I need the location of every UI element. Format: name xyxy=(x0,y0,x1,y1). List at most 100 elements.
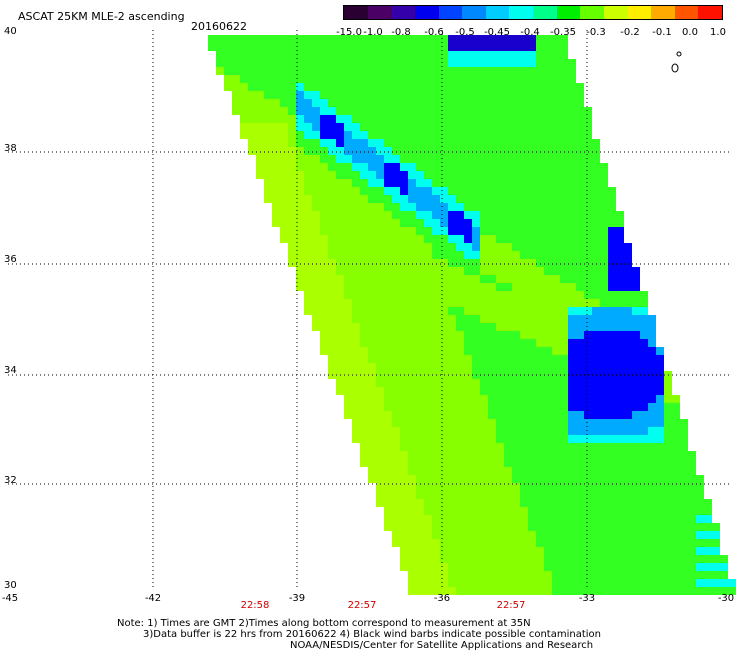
swath-cell xyxy=(544,475,552,483)
swath-cell xyxy=(472,107,480,115)
swath-cell xyxy=(424,299,432,307)
swath-cell xyxy=(536,59,544,67)
swath-cell xyxy=(400,203,408,211)
swath-cell xyxy=(336,315,344,323)
swath-cell xyxy=(552,475,560,483)
swath-cell xyxy=(464,363,472,371)
swath-cell xyxy=(640,451,648,459)
swath-cell xyxy=(536,195,544,203)
swath-cell xyxy=(456,539,464,547)
swath-cell xyxy=(336,155,344,163)
swath-cell xyxy=(256,35,264,43)
swath-cell xyxy=(568,459,576,467)
swath-cell xyxy=(248,67,256,75)
swath-cell xyxy=(696,515,704,523)
swath-cell xyxy=(384,315,392,323)
swath-cell xyxy=(256,99,264,107)
swath-cell xyxy=(664,539,672,547)
swath-cell xyxy=(496,483,504,491)
swath-cell xyxy=(496,235,504,243)
swath-cell xyxy=(560,203,568,211)
swath-cell xyxy=(584,555,592,563)
swath-cell xyxy=(464,427,472,435)
swath-cell xyxy=(376,363,384,371)
swath-cell xyxy=(312,299,320,307)
swath-cell xyxy=(496,491,504,499)
swath-cell xyxy=(400,179,408,187)
swath-cell xyxy=(520,115,528,123)
swath-cell xyxy=(664,483,672,491)
swath-cell xyxy=(504,315,512,323)
swath-cell xyxy=(336,299,344,307)
swath-cell xyxy=(496,131,504,139)
swath-cell xyxy=(440,539,448,547)
swath-cell xyxy=(552,387,560,395)
swath-cell xyxy=(464,107,472,115)
swath-cell xyxy=(584,515,592,523)
swath-cell xyxy=(528,267,536,275)
swath-cell xyxy=(496,155,504,163)
swath-cell xyxy=(496,499,504,507)
swath-cell xyxy=(392,275,400,283)
swath-cell xyxy=(328,267,336,275)
swath-cell xyxy=(440,203,448,211)
swath-cell xyxy=(408,363,416,371)
swath-cell xyxy=(608,483,616,491)
swath-cell xyxy=(616,507,624,515)
swath-cell xyxy=(624,379,632,387)
swath-cell xyxy=(344,331,352,339)
swath-cell xyxy=(416,147,424,155)
swath-cell xyxy=(544,339,552,347)
swath-cell xyxy=(520,403,528,411)
swath-cell xyxy=(472,363,480,371)
swath-cell xyxy=(464,515,472,523)
swath-cell xyxy=(472,163,480,171)
swath-cell xyxy=(576,83,584,91)
swath-cell xyxy=(360,451,368,459)
swath-cell xyxy=(296,99,304,107)
swath-cell xyxy=(456,51,464,59)
swath-cell xyxy=(456,515,464,523)
swath-cell xyxy=(384,163,392,171)
swath-cell xyxy=(296,91,304,99)
swath-cell xyxy=(488,267,496,275)
swath-cell xyxy=(400,483,408,491)
swath-cell xyxy=(552,67,560,75)
swath-cell xyxy=(616,299,624,307)
color-scale-bar xyxy=(343,5,723,20)
swath-cell xyxy=(600,483,608,491)
swath-cell xyxy=(424,275,432,283)
swath-cell xyxy=(360,115,368,123)
swath-cell xyxy=(360,171,368,179)
swath-cell xyxy=(528,315,536,323)
swath-cell xyxy=(392,459,400,467)
swath-cell xyxy=(384,155,392,163)
swath-cell xyxy=(488,355,496,363)
swath-cell xyxy=(536,43,544,51)
swath-cell xyxy=(584,403,592,411)
swath-cell xyxy=(288,107,296,115)
swath-cell xyxy=(584,363,592,371)
swath-cell xyxy=(472,467,480,475)
swath-cell xyxy=(696,483,704,491)
swath-cell xyxy=(584,299,592,307)
swath-cell xyxy=(520,483,528,491)
swath-cell xyxy=(448,563,456,571)
swath-cell xyxy=(336,267,344,275)
swath-cell xyxy=(408,291,416,299)
swath-cell xyxy=(296,275,304,283)
swath-cell xyxy=(568,347,576,355)
swath-cell xyxy=(544,387,552,395)
swath-cell xyxy=(304,219,312,227)
swath-cell xyxy=(312,99,320,107)
swath-cell xyxy=(544,163,552,171)
swath-cell xyxy=(424,571,432,579)
swath-cell xyxy=(616,563,624,571)
swath-cell xyxy=(416,467,424,475)
swath-cell xyxy=(672,539,680,547)
swath-cell xyxy=(560,115,568,123)
swath-cell xyxy=(544,211,552,219)
swath-cell xyxy=(264,99,272,107)
lat-label-34: 34 xyxy=(4,365,17,376)
swath-cell xyxy=(296,59,304,67)
